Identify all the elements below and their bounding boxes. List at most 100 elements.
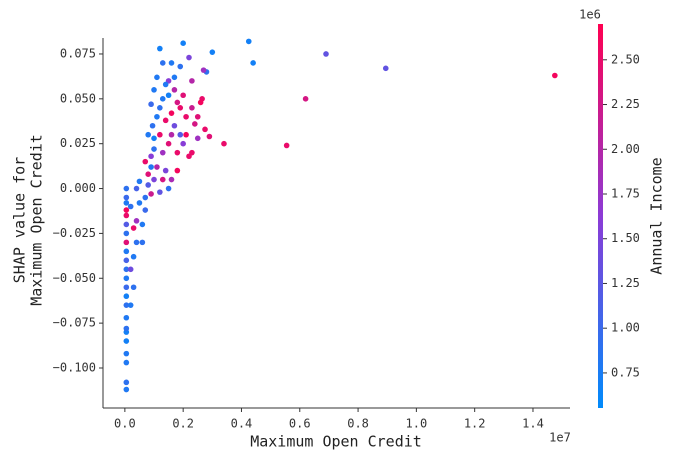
point (197, 99, 204, 106)
point (123, 275, 130, 282)
point (123, 379, 130, 386)
point (123, 200, 130, 206)
point (157, 131, 163, 138)
point (159, 176, 166, 183)
point (145, 182, 151, 188)
point (148, 164, 154, 170)
point (136, 178, 143, 185)
point (165, 140, 172, 147)
point (206, 133, 213, 140)
point (123, 314, 130, 321)
x-tick-label: 1.4 (522, 417, 544, 431)
point (123, 257, 130, 264)
point (162, 117, 169, 124)
point (145, 171, 151, 177)
colorbar-tick-label: 2.25 (611, 97, 640, 111)
point (168, 60, 175, 66)
point (123, 239, 130, 246)
point (142, 207, 149, 213)
point (151, 135, 157, 142)
point (133, 218, 140, 224)
point (183, 113, 189, 120)
point (148, 191, 154, 197)
point (154, 74, 160, 81)
y-tick-label: −0.075 (53, 316, 96, 330)
point (168, 131, 175, 138)
point (127, 266, 134, 273)
point (123, 386, 130, 393)
point (245, 38, 252, 45)
point (174, 149, 181, 156)
point (123, 325, 130, 332)
point (174, 167, 181, 174)
colorbar-label: Annual Income (648, 157, 666, 274)
y-tick-label: −0.100 (53, 360, 96, 374)
point (171, 122, 178, 129)
point (177, 131, 184, 138)
point (177, 63, 184, 70)
point (151, 176, 157, 183)
point (162, 81, 169, 88)
x-offset-label: 1e7 (549, 431, 571, 445)
point (159, 149, 166, 156)
colorbar-tick-label: 0.75 (611, 365, 640, 379)
point (382, 65, 389, 72)
point (123, 185, 130, 192)
x-tick-label: 0.6 (289, 417, 311, 431)
point (202, 126, 208, 133)
point (139, 221, 146, 228)
x-tick-label: 0.4 (231, 417, 253, 431)
point (200, 67, 207, 73)
point (159, 96, 166, 102)
point (133, 185, 140, 192)
y-tick-label: 0.050 (60, 91, 96, 105)
point (123, 350, 130, 357)
point (323, 51, 329, 57)
point (133, 239, 140, 246)
point (123, 221, 130, 228)
point (123, 359, 130, 366)
point (157, 189, 163, 195)
y-tick-label: 0.025 (60, 136, 96, 150)
point (189, 149, 195, 156)
y-axis-label: Maximum Open Credit (28, 134, 46, 306)
point (192, 121, 198, 127)
point (168, 176, 175, 183)
point (154, 113, 160, 120)
point (189, 105, 195, 111)
point (123, 293, 130, 300)
colorbar-offset-label: 1e6 (579, 8, 601, 22)
point (171, 87, 178, 93)
y-tick-label: −0.050 (53, 271, 96, 285)
point (123, 266, 130, 273)
x-tick-label: 0.2 (172, 417, 194, 431)
point (130, 225, 137, 231)
point (250, 60, 256, 66)
point (123, 212, 130, 219)
y-tick-label: 0.000 (60, 181, 96, 195)
point (142, 158, 149, 165)
point (130, 253, 137, 260)
point (139, 239, 146, 246)
point (180, 40, 186, 47)
point (177, 105, 184, 111)
y-tick-label: −0.025 (53, 226, 96, 240)
point (151, 87, 157, 93)
colorbar-tick-label: 1.00 (611, 321, 640, 335)
point (194, 135, 201, 142)
x-tick-label: 0.0 (114, 417, 136, 431)
point (157, 105, 163, 111)
point (123, 194, 130, 201)
point (123, 248, 130, 255)
point (552, 72, 558, 79)
point (151, 146, 157, 152)
point (162, 167, 169, 174)
colorbar-tick-label: 2.00 (611, 142, 640, 156)
point (123, 230, 130, 237)
point (174, 99, 181, 106)
colorbar-tick-label: 2.50 (611, 52, 640, 66)
point (302, 96, 309, 102)
point (127, 302, 134, 308)
colorbar-tick-label: 1.50 (611, 231, 640, 245)
